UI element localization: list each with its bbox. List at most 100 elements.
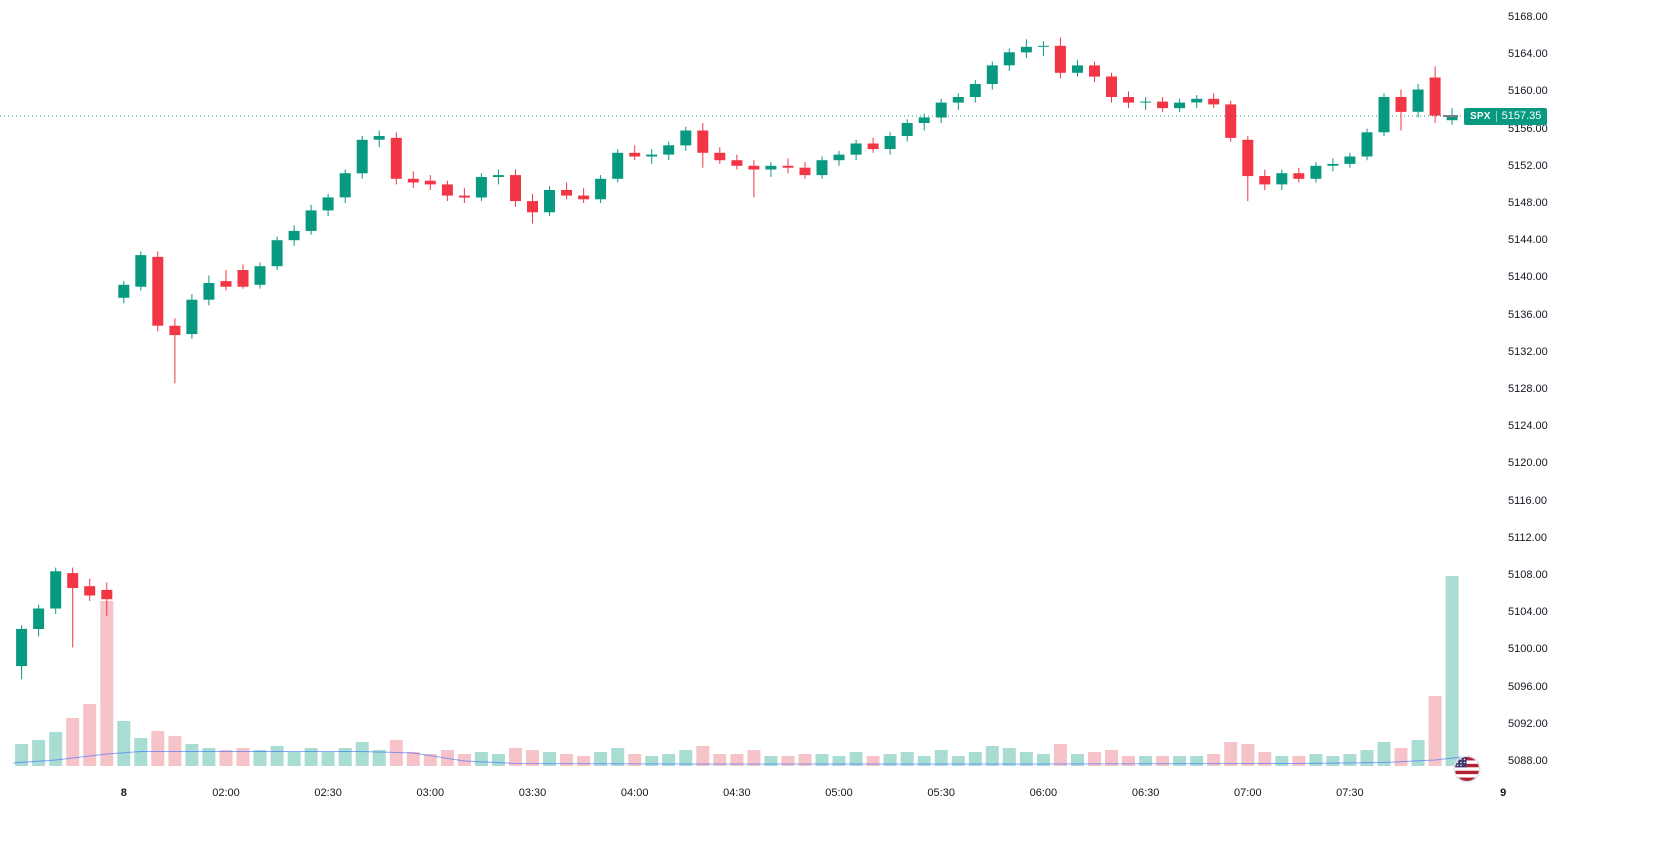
volume-bar <box>1105 750 1118 766</box>
last-price-value: 5157.35 <box>1501 109 1542 122</box>
price-tick-label: 5156.00 <box>1508 122 1548 135</box>
price-tick-label: 5088.00 <box>1508 755 1548 767</box>
candle-body <box>407 178 419 183</box>
volume-bar <box>185 744 199 766</box>
candle-body <box>833 154 845 161</box>
price-tick-label: 5104.00 <box>1508 606 1548 619</box>
volume-bar <box>1377 742 1391 766</box>
candle-body <box>986 65 998 84</box>
candle-body <box>101 589 113 600</box>
volume-bar <box>66 718 80 766</box>
volume-bar <box>730 754 744 766</box>
volume-bar <box>117 721 131 766</box>
volume-bar <box>49 732 63 766</box>
volume-bar <box>1241 744 1255 766</box>
candle-body <box>680 130 692 146</box>
volume-bar <box>1411 740 1425 766</box>
candle-body <box>424 180 436 185</box>
candle-body <box>1378 97 1390 133</box>
symbol-badge: SPX <box>1470 110 1491 122</box>
candle-body <box>1429 77 1441 116</box>
candle-body <box>16 628 28 667</box>
candle-body <box>1327 163 1339 166</box>
volume-bar <box>1088 752 1101 766</box>
volume-bar <box>1019 752 1033 766</box>
price-tick-label: 5152.00 <box>1508 159 1548 172</box>
candle-body <box>1412 89 1424 112</box>
volume-bar <box>1394 748 1408 766</box>
price-tick-label: 5164.00 <box>1508 48 1548 61</box>
candle-body <box>1446 116 1458 121</box>
volume-bar <box>219 750 233 766</box>
volume-bar <box>543 752 556 766</box>
time-tick-label: 07:00 <box>1234 787 1262 799</box>
candle-body <box>1174 102 1186 109</box>
time-tick-label: 05:00 <box>825 787 853 799</box>
time-axis[interactable]: 8 02:00 02:30 03:00 03:30 04:00 04:30 05:00 05:3… <box>0 775 1507 811</box>
volume-bar <box>1445 576 1459 766</box>
price-tick-label: 5112.00 <box>1508 531 1547 544</box>
time-tick-label: 9 <box>1500 787 1507 799</box>
volume-bar <box>1156 756 1170 766</box>
candle-body <box>373 136 385 140</box>
candle-body <box>339 173 351 198</box>
candle-body <box>884 136 896 149</box>
price-axis[interactable]: 5168.00 5164.00 5160.00 5156.00 5152.00 5148.… <box>1500 0 1662 810</box>
candle-body <box>935 102 947 118</box>
volume-bar <box>253 750 267 766</box>
candle-body <box>441 184 453 196</box>
candle-body <box>237 270 249 287</box>
candle-body <box>578 195 590 200</box>
candle-body <box>952 97 964 103</box>
candle-body <box>67 573 79 588</box>
candle-body <box>1225 104 1237 138</box>
candle-body <box>186 299 198 335</box>
last-price-dash <box>1443 115 1458 117</box>
volume-bar <box>287 752 301 766</box>
price-tick-label: 5120.00 <box>1508 457 1548 470</box>
volume-bar <box>968 752 982 766</box>
candle-body <box>1310 165 1322 179</box>
candle-body <box>867 143 879 150</box>
candle-body <box>765 165 777 170</box>
time-tick-label: 8 <box>120 787 127 799</box>
volume-bar <box>406 752 420 766</box>
candle-body <box>220 281 232 287</box>
volume-bar <box>32 740 46 766</box>
volume-bar <box>270 746 284 766</box>
volume-bar <box>1002 748 1016 766</box>
price-tick-label: 5144.00 <box>1508 234 1548 247</box>
candle-body <box>1020 46 1032 53</box>
candle-body <box>629 152 641 157</box>
candle-body <box>1344 156 1356 164</box>
time-tick-label: 04:00 <box>620 787 649 799</box>
candle-body <box>84 586 96 596</box>
candle-body <box>1242 139 1254 177</box>
volume-bar <box>1207 754 1221 766</box>
volume-bar <box>1036 754 1050 766</box>
candle-body <box>561 190 573 196</box>
volume-bar <box>1326 756 1340 766</box>
volume-ma-line <box>13 751 1463 765</box>
price-tick-label: 5108.00 <box>1508 569 1548 581</box>
volume-bar <box>1071 754 1084 766</box>
volume-bar <box>594 752 608 766</box>
volume-bar <box>781 756 795 766</box>
candle-body <box>33 608 45 629</box>
volume-bar <box>679 750 693 766</box>
volume-bar <box>696 746 710 766</box>
price-tick-label: 5168.00 <box>1508 11 1548 23</box>
volume-bar <box>202 748 216 766</box>
volume-bar <box>645 756 659 766</box>
candle-body <box>782 165 794 168</box>
candle-body <box>356 139 368 174</box>
volume-bar <box>849 752 863 766</box>
candle-body <box>288 230 300 241</box>
price-tick-label: 5116.00 <box>1508 494 1547 507</box>
candle-body <box>254 266 266 285</box>
candle-body <box>152 256 164 326</box>
candle-body <box>492 175 504 177</box>
volume-bar <box>917 756 931 766</box>
candle-body <box>663 145 675 155</box>
